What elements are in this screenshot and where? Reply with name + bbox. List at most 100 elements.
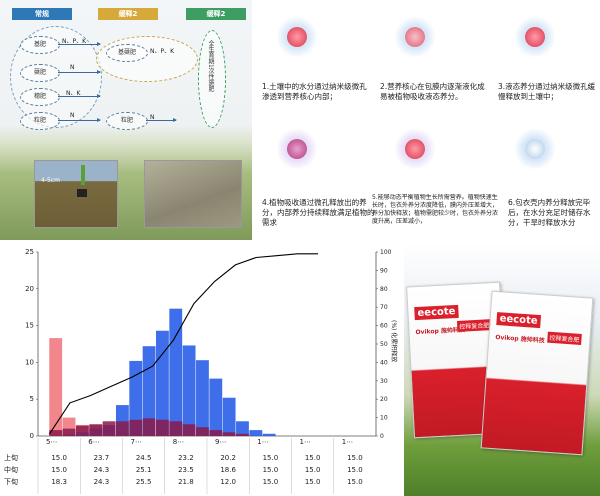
item-grain: 粒肥 (20, 112, 60, 130)
series-2-bar (222, 432, 236, 436)
series-2-bar (129, 419, 143, 436)
item-base: 基肥 (20, 36, 60, 54)
nutrient-2: N (70, 64, 75, 71)
arrow-3 (58, 94, 101, 98)
series-0-bar (49, 338, 63, 436)
table-cell: 21.8 (178, 478, 194, 486)
table-cell: 15.0 (347, 478, 363, 486)
table-cell: 25.5 (136, 478, 152, 486)
step-5-text: 5.能够动态平衡植物生长所需营养。植物快速生长时，包衣外养分浓度降低，膜内外压差… (372, 194, 499, 225)
table-cell: 23.5 (178, 466, 194, 474)
y-left-tick-label: 10 (25, 358, 34, 366)
y-right-tick-label: 90 (380, 267, 388, 274)
granule-step5-icon (394, 128, 436, 170)
step-2-text: 2.营养核心在包膜内逐渐液化成易被植物吸收液态养分。 (380, 82, 485, 101)
table-cell: 18.6 (220, 466, 236, 474)
arrow-4 (58, 118, 101, 122)
series-2-bar (196, 427, 209, 436)
series-2-bar (102, 421, 116, 436)
table-cell: 15.0 (305, 454, 321, 462)
header-conventional: 常规 (12, 8, 72, 20)
month-tick-label: 1⋯ (300, 438, 311, 446)
step-6-text: 6.包衣壳内养分释放完毕后，在水分充足时储存水分，干旱时释放水分 (508, 198, 591, 227)
depth-label: 4-5cm (41, 177, 60, 184)
arrow-5 (146, 118, 177, 122)
header-slow-release-2: 缓释2 (186, 8, 246, 20)
series-2-bar (236, 433, 249, 436)
y-right-tick-label: 50 (380, 341, 388, 348)
table-cell: 25.1 (136, 466, 152, 474)
series-1-bar (262, 433, 276, 436)
item-base-tiller: 基蘖肥 (106, 44, 148, 62)
table-cell: 15.0 (263, 478, 279, 486)
y-right-tick-label: 30 (380, 378, 388, 385)
y-right-tick-label: 80 (380, 286, 388, 293)
cumulative-release-line (48, 253, 319, 435)
y-left-tick-label: 0 (30, 432, 34, 440)
y-right-tick-label: 20 (380, 396, 388, 403)
y-left-tick-label: 5 (30, 395, 34, 403)
y-right-tick-label: 0 (380, 433, 384, 440)
maker-logo-2: Ovikop 施帅科技 (495, 334, 545, 345)
release-mechanism-panel: 1.土壤中的水分通过纳米级微孔渗透到营养核心内部； 2.营养核心在包膜内逐渐液化… (252, 0, 600, 240)
series-1-bar (129, 360, 143, 436)
table-cell: 20.2 (220, 454, 236, 462)
series-1-bar (182, 345, 196, 436)
step-4-text: 4.植物吸收通过微孔释放出的养分，内部养分持续释放满足植物的需求 (262, 198, 375, 227)
granule-step2-icon (394, 16, 436, 58)
table-cell: 15.0 (347, 454, 363, 462)
table-cell: 15.0 (263, 454, 279, 462)
month-tick-label: 5⋯ (46, 438, 57, 446)
release-chart: 0 5 10 15 20 25 0 10 20 30 40 50 60 70 80 90 100 5⋯ 6⋯ 7⋯… (4, 248, 398, 494)
granule-step1-icon (276, 16, 318, 58)
granule-step4-icon (276, 128, 318, 170)
series-1-bar (196, 360, 209, 436)
table-cell: 15.0 (51, 466, 67, 474)
series-2-bar (155, 419, 169, 436)
granule-icon (77, 189, 87, 197)
month-tick-label: 1⋯ (257, 438, 268, 446)
table-cell: 15.0 (347, 466, 363, 474)
series-2-bar (49, 430, 63, 436)
product-tag-2: 控释复合肥 (547, 331, 582, 346)
y-right-tick-label: 10 (380, 415, 388, 422)
month-tick-label: 6⋯ (88, 438, 99, 446)
item-tiller: 蘖肥 (20, 64, 60, 82)
arrow-1 (58, 42, 101, 46)
series-2-bar (115, 421, 129, 436)
y-right-tick-label: 70 (380, 304, 388, 311)
y-right-tick-label: 40 (380, 359, 388, 366)
month-tick-label: 1⋯ (342, 438, 353, 446)
month-tick-label: 9⋯ (215, 438, 226, 446)
month-tick-label: 7⋯ (131, 438, 142, 446)
product-tag: 控释复合肥 (456, 319, 492, 332)
granule-step3-icon (514, 16, 556, 58)
y-right-tick-label: 100 (380, 249, 392, 256)
table-row-label: 上旬 (4, 453, 18, 462)
table-cell: 23.2 (178, 454, 194, 462)
fertilization-scheme-panel: 常规 缓释2 缓释2 基肥 蘖肥 穗肥 粒肥 N、P、K N N、K N 基蘖肥… (0, 0, 252, 240)
table-cell: 15.0 (305, 478, 321, 486)
fertilizer-bag-right: eecote Ovikop 施帅科技 控释复合肥 (480, 290, 594, 456)
header-slow-release-1: 缓释2 (98, 8, 158, 20)
brand-logo: eecote (414, 304, 459, 321)
table-cell: 23.7 (94, 454, 110, 462)
series-2-bar (209, 430, 223, 436)
field-furrow-image (144, 160, 242, 228)
soil-diagram-image: 4-5cm (34, 160, 118, 228)
release-rate-chart-panel: 0 5 10 15 20 25 0 10 20 30 40 50 60 70 80 90 100 5⋯ 6⋯ 7⋯… (0, 240, 400, 496)
once-fertilization-text: 全生育期1次性施肥 (207, 40, 214, 92)
table-cell: 15.0 (305, 466, 321, 474)
y-left-tick-label: 15 (25, 322, 34, 330)
series-2-bar (75, 425, 89, 436)
series-2-bar (169, 421, 183, 436)
series-1-bar (236, 421, 249, 436)
series-2-bar (142, 418, 156, 436)
mid-nutrient-2: N (150, 114, 155, 121)
series-1-bar (142, 346, 156, 436)
mid-nutrient-1: N、P、K (150, 48, 175, 55)
y-left-tick-label: 25 (25, 248, 34, 256)
table-cell: 15.0 (263, 466, 279, 474)
nutrient-4: N (70, 112, 75, 119)
nutrient-1: N、P、K (62, 38, 87, 45)
